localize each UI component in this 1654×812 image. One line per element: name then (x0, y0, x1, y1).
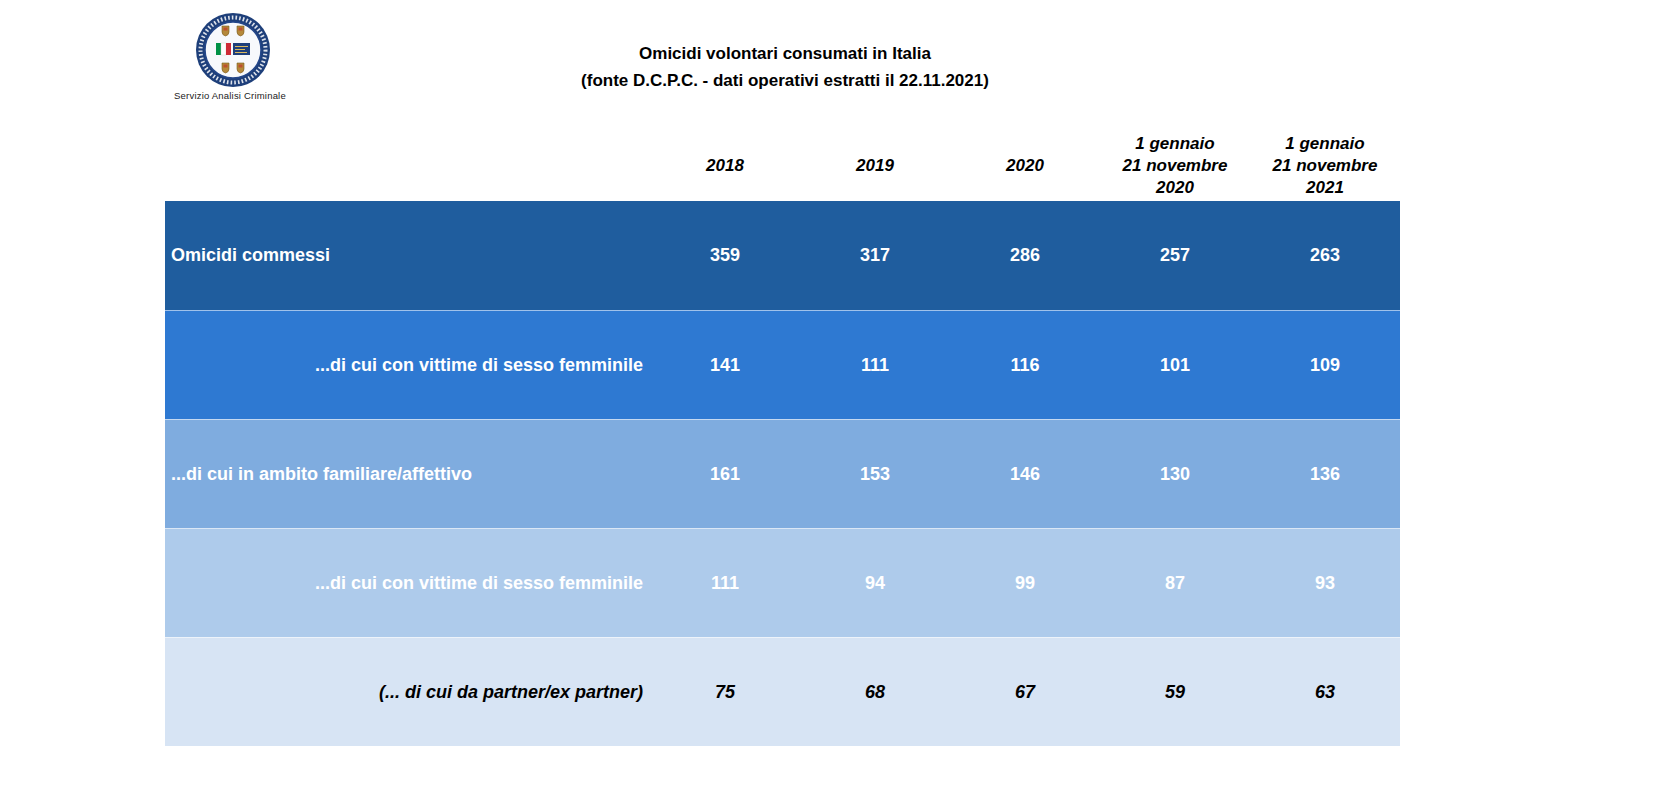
value-cell: 161 (650, 464, 800, 485)
table-column-headers: 2018 2019 2020 1 gennaio 21 novembre 202… (165, 127, 1400, 201)
value-cell: 257 (1100, 245, 1250, 266)
row-label: ...di cui con vittime di sesso femminile (165, 355, 650, 376)
column-header-2019: 2019 (800, 155, 950, 201)
value-cell: 94 (800, 573, 950, 594)
report-header: Omicidi volontari consumati in Italia (f… (0, 40, 1570, 94)
value-cell: 87 (1100, 573, 1250, 594)
table-row-vittime-femminili-familiare: ...di cui con vittime di sesso femminile… (165, 528, 1400, 637)
column-header-2018: 2018 (650, 155, 800, 201)
column-header-gen-nov-2020: 1 gennaio 21 novembre 2020 (1100, 133, 1250, 201)
value-cell: 111 (800, 355, 950, 376)
value-cell: 68 (800, 682, 950, 703)
table-row-vittime-femminili-totale: ...di cui con vittime di sesso femminile… (165, 310, 1400, 419)
column-header-gen-nov-2021: 1 gennaio 21 novembre 2021 (1250, 133, 1400, 201)
value-cell: 116 (950, 355, 1100, 376)
value-cell: 359 (650, 245, 800, 266)
value-cell: 317 (800, 245, 950, 266)
value-cell: 75 (650, 682, 800, 703)
page-title: Omicidi volontari consumati in Italia (0, 40, 1570, 67)
row-label-column-spacer (165, 199, 650, 201)
value-cell: 93 (1250, 573, 1400, 594)
row-label: ...di cui in ambito familiare/affettivo (165, 464, 650, 485)
row-label: Omicidi commessi (165, 245, 650, 266)
row-label: ...di cui con vittime di sesso femminile (165, 573, 650, 594)
table-row-ambito-familiare: ...di cui in ambito familiare/affettivo … (165, 419, 1400, 528)
table-row-omicidi-commessi: Omicidi commessi 359 317 286 257 263 (165, 201, 1400, 310)
table-row-partner-ex-partner: (... di cui da partner/ex partner) 75 68… (165, 637, 1400, 746)
page-subtitle: (fonte D.C.P.C. - dati operativi estratt… (0, 67, 1570, 94)
value-cell: 141 (650, 355, 800, 376)
value-cell: 146 (950, 464, 1100, 485)
value-cell: 153 (800, 464, 950, 485)
value-cell: 130 (1100, 464, 1250, 485)
value-cell: 136 (1250, 464, 1400, 485)
value-cell: 101 (1100, 355, 1250, 376)
value-cell: 111 (650, 573, 800, 594)
value-cell: 109 (1250, 355, 1400, 376)
value-cell: 263 (1250, 245, 1400, 266)
report-page: Servizio Analisi Criminale Omicidi volon… (0, 0, 1654, 812)
value-cell: 63 (1250, 682, 1400, 703)
homicides-table: 2018 2019 2020 1 gennaio 21 novembre 202… (165, 127, 1400, 746)
value-cell: 59 (1100, 682, 1250, 703)
value-cell: 99 (950, 573, 1100, 594)
row-label: (... di cui da partner/ex partner) (165, 682, 650, 703)
column-header-2020: 2020 (950, 155, 1100, 201)
value-cell: 286 (950, 245, 1100, 266)
value-cell: 67 (950, 682, 1100, 703)
